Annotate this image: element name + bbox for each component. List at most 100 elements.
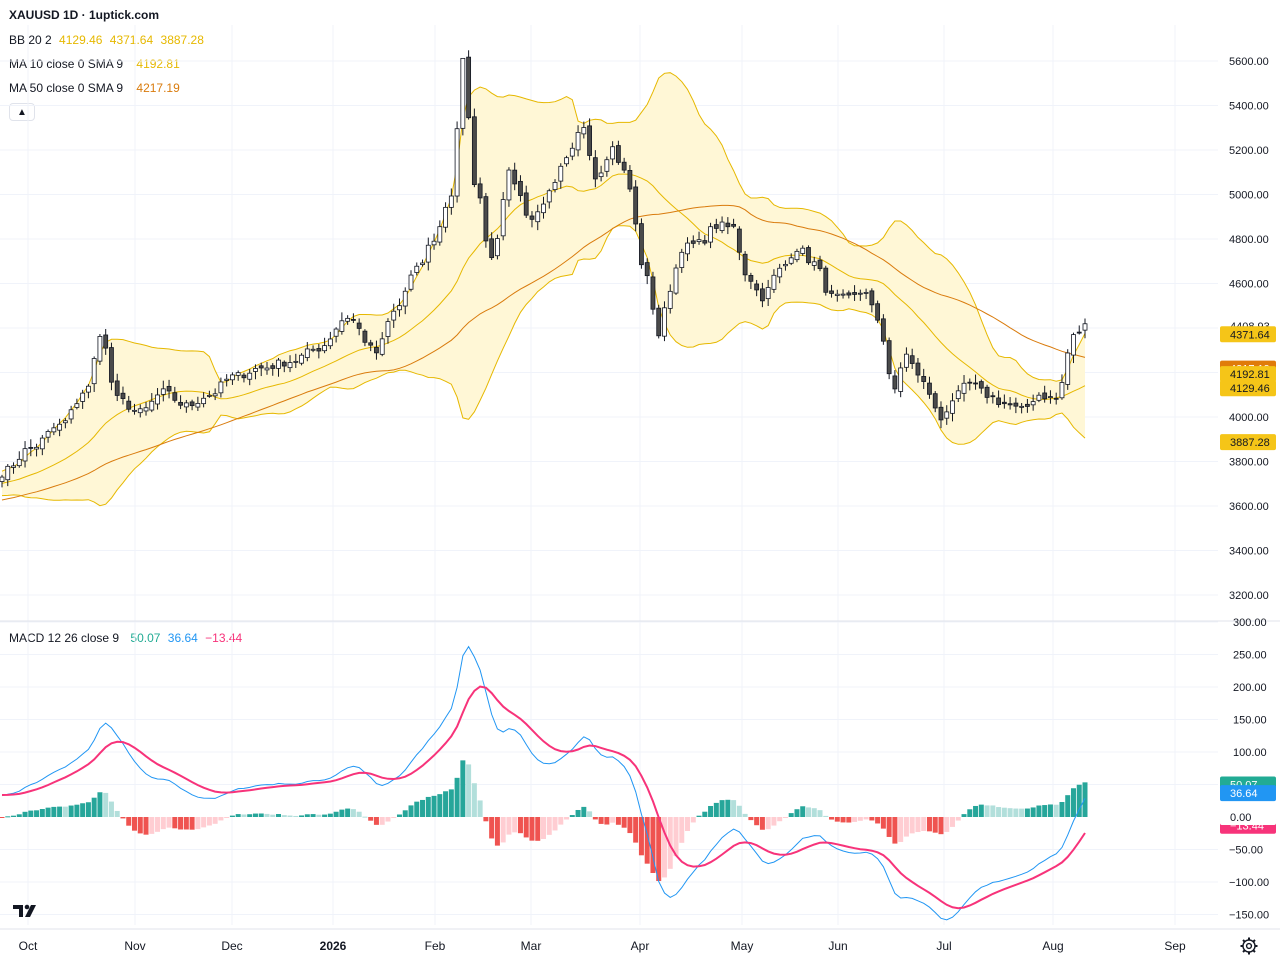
candle[interactable] [45,429,51,443]
candle[interactable] [402,287,408,315]
candle[interactable] [425,237,431,271]
candle[interactable] [1065,349,1071,390]
candle[interactable] [592,150,598,188]
candle[interactable] [978,379,984,394]
candle[interactable] [713,218,719,234]
candle[interactable] [984,384,990,404]
candle[interactable] [512,162,518,191]
candle[interactable] [921,368,927,390]
candle[interactable] [132,403,137,415]
candle[interactable] [1076,325,1082,335]
candle[interactable] [667,284,673,314]
candle[interactable] [961,375,967,402]
candle[interactable] [639,218,644,269]
candle[interactable] [235,370,241,381]
candle[interactable] [224,374,230,387]
legend-macd[interactable]: MACD 12 26 close 9 50.07 36.64 −13.44 [9,631,242,645]
candle[interactable] [736,226,742,261]
candle[interactable] [575,125,581,157]
legend-ma50[interactable]: MA 50 close 0 SMA 9 4217.19 [9,81,180,95]
candle[interactable] [414,262,420,276]
candle[interactable] [679,248,685,273]
candle[interactable] [742,251,748,282]
candle[interactable] [783,260,788,271]
candle[interactable] [1013,397,1019,414]
candle[interactable] [806,245,811,265]
candle[interactable] [500,192,506,241]
candle[interactable] [183,399,189,413]
candle[interactable] [160,380,166,402]
candle[interactable] [621,157,627,174]
candle[interactable] [437,220,443,246]
candle[interactable] [91,356,97,392]
candle[interactable] [448,188,454,215]
candle[interactable] [656,304,662,339]
candle[interactable] [581,121,587,139]
candle[interactable] [327,331,333,350]
candle[interactable] [892,370,898,394]
candle[interactable] [852,285,857,301]
candle[interactable] [788,253,794,266]
candle[interactable] [420,259,425,267]
candle[interactable] [471,108,477,188]
candle[interactable] [771,269,777,293]
candle[interactable] [938,401,944,429]
candle[interactable] [258,362,264,377]
candle[interactable] [944,405,950,425]
candle[interactable] [685,237,690,262]
candle[interactable] [201,392,207,408]
candle[interactable] [460,57,466,136]
candle[interactable] [558,163,564,189]
candle[interactable] [880,314,886,345]
candle[interactable] [760,282,765,308]
candle[interactable] [408,270,414,292]
candle[interactable] [846,290,852,299]
candle[interactable] [172,386,178,403]
candle[interactable] [333,327,339,343]
candle[interactable] [80,389,86,409]
candle[interactable] [489,232,495,260]
candle[interactable] [276,357,281,377]
candle[interactable] [230,372,235,385]
candle[interactable] [293,353,299,368]
candle[interactable] [529,211,535,228]
candle[interactable] [777,263,783,284]
candle[interactable] [109,342,114,391]
candle[interactable] [546,188,552,209]
candle[interactable] [1019,402,1025,414]
candle[interactable] [166,379,172,399]
candle[interactable] [218,377,224,398]
candle[interactable] [690,235,696,249]
price-axis[interactable]: 5600.00 5400.00 5200.00 5000.00 4800.00 4600.… [1220,56,1276,602]
candle[interactable] [241,372,247,383]
candle[interactable] [523,185,529,219]
candle[interactable] [143,401,149,416]
candle[interactable] [5,464,11,487]
candle[interactable] [719,216,725,234]
candle[interactable] [535,204,541,231]
legend-bb[interactable]: BB 20 2 4129.46 4371.64 3887.28 [9,33,204,47]
candle[interactable] [51,422,57,436]
candle[interactable] [644,258,650,285]
candle[interactable] [253,364,258,380]
macd-axis[interactable]: 300.00250.00200.00150.00100.0050.00−50.0… [1220,617,1276,922]
candle[interactable] [754,279,760,297]
candle[interactable] [673,264,679,295]
candle[interactable] [22,441,28,468]
price-pane[interactable] [0,50,1088,507]
candle[interactable] [725,217,731,235]
candle[interactable] [927,376,932,399]
candle[interactable] [339,312,345,335]
candle[interactable] [74,398,80,410]
candle[interactable] [212,388,218,401]
candle[interactable] [794,248,800,263]
candle[interactable] [811,256,817,271]
candle[interactable] [915,358,921,383]
candle[interactable] [0,474,5,488]
candle[interactable] [86,384,91,399]
candle[interactable] [356,318,362,336]
candle[interactable] [829,284,834,298]
candle[interactable] [955,385,961,402]
candle[interactable] [748,272,754,290]
